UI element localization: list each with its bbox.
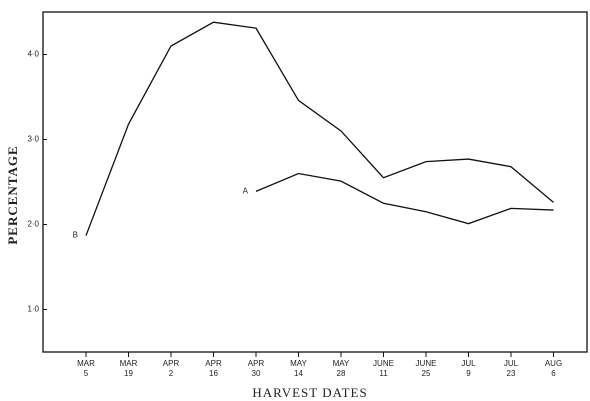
x-tick-label: APR <box>163 359 180 368</box>
x-tick-label: 16 <box>209 369 218 378</box>
x-tick-label: JUL <box>461 359 476 368</box>
x-tick-label: 2 <box>169 369 174 378</box>
x-tick-label: MAR <box>120 359 138 368</box>
x-tick-label: APR <box>248 359 265 368</box>
x-tick-label: 30 <box>252 369 261 378</box>
x-tick-label: JUL <box>504 359 519 368</box>
y-tick-label: 3·0 <box>27 135 39 144</box>
x-tick-label: JUNE <box>416 359 437 368</box>
x-tick-label: 11 <box>379 369 388 378</box>
x-tick-label: 28 <box>337 369 346 378</box>
x-tick-label: 25 <box>422 369 431 378</box>
x-tick-label: AUG <box>545 359 562 368</box>
y-axis-label: PERCENTAGE <box>5 145 20 244</box>
x-tick-label: 6 <box>551 369 556 378</box>
x-tick-label: MAR <box>77 359 95 368</box>
x-tick-label: MAY <box>333 359 350 368</box>
x-axis-label: HARVEST DATES <box>252 385 367 400</box>
plot-frame <box>42 11 588 353</box>
y-tick-label: 4·0 <box>27 50 39 59</box>
x-tick-label: 19 <box>124 369 133 378</box>
x-tick-label: 5 <box>84 369 89 378</box>
series-label: A <box>243 186 249 195</box>
y-tick-label: 2·0 <box>27 220 39 229</box>
x-tick-label: 23 <box>507 369 516 378</box>
line <box>85 21 554 236</box>
x-tick-label: 14 <box>294 369 303 378</box>
x-tick-label: 9 <box>466 369 471 378</box>
line <box>255 172 554 225</box>
series-label: B <box>73 231 78 240</box>
x-tick-label: JUNE <box>373 359 394 368</box>
x-tick-label: APR <box>205 359 222 368</box>
x-tick-label: MAY <box>290 359 307 368</box>
y-tick-label: 1·0 <box>27 305 39 314</box>
